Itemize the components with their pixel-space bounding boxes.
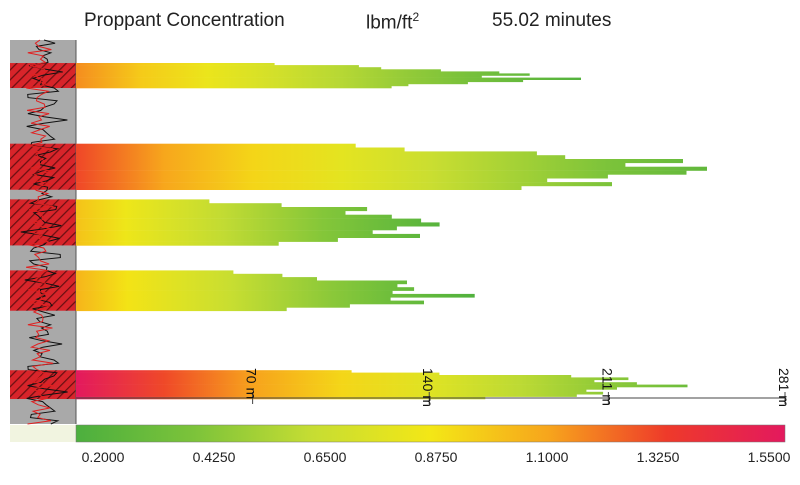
colorbar-swatch-blank xyxy=(10,425,76,442)
colorbar-tick-label: 1.3250 xyxy=(636,449,680,465)
colorbar-tick-label: 1.1000 xyxy=(525,449,569,465)
well-log-track xyxy=(10,39,77,425)
fracture-strip xyxy=(76,77,581,80)
fracture-strip xyxy=(76,273,283,278)
fracture-strip xyxy=(76,230,373,235)
axis-tick-label: 70 m xyxy=(244,368,260,399)
fracture-strip xyxy=(76,218,422,223)
fracture-strip xyxy=(76,233,420,238)
fracture-strip xyxy=(76,280,407,285)
units-label: lbm/ft2 xyxy=(366,10,419,34)
resistivity-curve xyxy=(26,39,54,425)
fracture-strip xyxy=(76,387,617,390)
fracture-strip xyxy=(76,293,475,298)
colorbar-tick-label: 0.6500 xyxy=(303,449,347,465)
fracture-strip xyxy=(76,210,346,215)
fracture-strip xyxy=(76,69,441,72)
fracture-strip xyxy=(76,370,352,373)
colorbar xyxy=(10,424,786,443)
fracture-strip xyxy=(76,300,424,305)
fracture-strip xyxy=(76,79,524,83)
fracture-strip xyxy=(76,394,577,397)
colorbar-tick-label: 1.5500 xyxy=(747,449,791,465)
fracture-strip xyxy=(76,65,359,68)
fracture-strip xyxy=(76,147,405,152)
fracture-strip xyxy=(76,283,398,288)
fracture-strip xyxy=(76,203,282,208)
fracture-strip xyxy=(76,174,608,179)
fracture-strip xyxy=(76,73,530,76)
fracture-strip xyxy=(76,155,566,160)
fracture-strip xyxy=(76,307,287,312)
fracture-strip xyxy=(76,379,595,383)
fracture-strip xyxy=(76,226,397,231)
fracture-strip xyxy=(76,237,338,242)
fracture-strip xyxy=(76,382,637,385)
fracture-strip xyxy=(76,185,522,190)
fracture-strip xyxy=(76,71,500,74)
fracture-strip xyxy=(76,304,350,308)
fracture-strip xyxy=(76,85,392,89)
fracture-strip xyxy=(76,375,572,378)
fracture-strip xyxy=(76,222,440,227)
gamma-ray-curve xyxy=(20,39,68,425)
fracture-cluster-1 xyxy=(76,63,581,89)
fracture-cluster-4 xyxy=(76,270,475,312)
colorbar-gradient xyxy=(75,424,786,443)
fracture-strip xyxy=(76,81,468,85)
colorbar-tick-label: 0.4250 xyxy=(192,449,236,465)
fracture-strip xyxy=(76,391,604,395)
fracture-strip xyxy=(76,151,537,156)
fracture-strip xyxy=(76,178,548,183)
perforation-zone xyxy=(10,199,76,246)
fracture-strip xyxy=(76,241,279,246)
fracture-strip xyxy=(76,199,210,204)
fracture-strip xyxy=(76,214,392,219)
fracture-strip xyxy=(76,143,356,148)
fracture-strip xyxy=(76,67,382,70)
axis-tick-label: 281 m xyxy=(776,368,792,407)
fracture-cluster-5 xyxy=(76,370,688,400)
fracture-strip xyxy=(76,63,275,66)
fracture-strip xyxy=(76,75,482,78)
fracture-strip xyxy=(76,270,234,275)
chart-title: Proppant Concentration xyxy=(84,10,285,31)
fracture-strip xyxy=(76,389,587,393)
fracture-bands xyxy=(76,63,707,400)
fracture-strip xyxy=(76,170,687,175)
fracture-strip xyxy=(76,182,612,187)
fracture-strip xyxy=(76,162,626,167)
fracture-strip xyxy=(76,384,688,388)
fracture-strip xyxy=(76,377,629,381)
fracture-strip xyxy=(76,290,393,295)
fracture-strip xyxy=(76,287,415,291)
colorbar-tick-label: 0.8750 xyxy=(414,449,458,465)
fracture-strip xyxy=(76,83,409,87)
fracture-strip xyxy=(76,297,391,301)
length-axis: 70 m 140 m 211 m 281 m xyxy=(76,368,792,407)
fracture-cluster-3 xyxy=(76,199,440,246)
colorbar-tick-label: 0.2000 xyxy=(81,449,125,465)
axis-tick-label: 211 m xyxy=(599,368,615,406)
chart-header: Proppant Concentration lbm/ft2 55.02 min… xyxy=(0,0,800,40)
fracture-strip xyxy=(76,159,683,164)
fracture-cluster-2 xyxy=(76,143,707,190)
elapsed-time: 55.02 minutes xyxy=(492,10,612,31)
fracture-strip xyxy=(76,166,707,171)
fracture-strip xyxy=(76,372,440,376)
axis-tick-label: 140 m xyxy=(420,368,436,407)
fracture-strip xyxy=(76,277,317,281)
units-exponent: 2 xyxy=(412,10,420,24)
units-base: lbm/ft xyxy=(366,12,413,34)
fracture-strip xyxy=(76,207,368,212)
